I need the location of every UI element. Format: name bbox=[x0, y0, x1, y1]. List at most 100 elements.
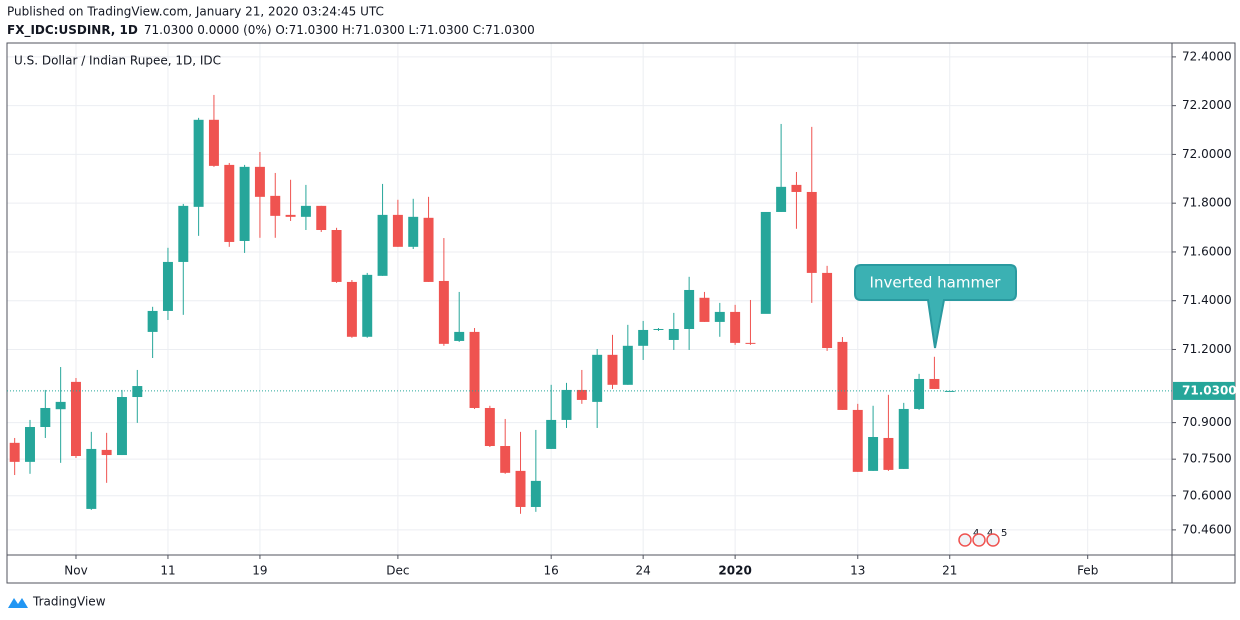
x-tick-label: 13 bbox=[850, 564, 865, 578]
candle-body bbox=[40, 407, 51, 427]
callout-text: Inverted hammer bbox=[870, 274, 1002, 292]
last-price-tag bbox=[1173, 381, 1235, 400]
candle-body bbox=[25, 427, 35, 462]
x-tick-label: 16 bbox=[544, 564, 559, 578]
candle-body bbox=[55, 401, 66, 410]
candle-body bbox=[484, 407, 495, 447]
y-tick-label: 72.2000 bbox=[1182, 98, 1232, 112]
x-tick-label: 19 bbox=[252, 564, 267, 578]
y-tick-label: 70.4600 bbox=[1182, 522, 1232, 536]
candle-body bbox=[454, 331, 465, 341]
candle-body bbox=[116, 397, 127, 456]
y-tick-label: 71.8000 bbox=[1182, 196, 1232, 210]
candle-body bbox=[208, 119, 219, 166]
candle-body bbox=[408, 216, 419, 247]
y-tick-label: 72.0000 bbox=[1182, 147, 1232, 161]
candle-body bbox=[776, 186, 787, 212]
chart-title: U.S. Dollar / Indian Rupee, 1D, IDC bbox=[14, 54, 221, 68]
candle-body bbox=[70, 381, 81, 457]
candle-body bbox=[530, 480, 541, 507]
y-tick-label: 70.9000 bbox=[1182, 415, 1232, 429]
candle-body bbox=[929, 378, 940, 389]
x-tick-label: 24 bbox=[636, 564, 651, 578]
y-tick-label: 70.7500 bbox=[1182, 452, 1232, 466]
candle-body bbox=[147, 310, 158, 332]
y-tick-label: 71.4000 bbox=[1182, 293, 1232, 307]
candle-body bbox=[837, 341, 848, 410]
x-tick-label: 2020 bbox=[718, 564, 751, 578]
x-tick-label: 21 bbox=[942, 564, 957, 578]
candle-body bbox=[852, 409, 863, 472]
y-tick-label: 70.6000 bbox=[1182, 488, 1232, 502]
candle-body bbox=[668, 328, 679, 340]
candle-body bbox=[239, 166, 250, 241]
candles bbox=[9, 94, 955, 514]
candle-body bbox=[500, 446, 511, 473]
candle-body bbox=[546, 419, 557, 449]
footer-text: TradingView bbox=[32, 595, 106, 609]
y-tick-label: 71.2000 bbox=[1182, 342, 1232, 356]
candle-body bbox=[270, 195, 281, 216]
quote: 71.0300 0.0000 (0%) O:71.0300 H:71.0300 … bbox=[144, 23, 535, 37]
candle-body bbox=[346, 281, 357, 337]
candle-body bbox=[699, 297, 710, 322]
candle-body bbox=[607, 354, 618, 385]
y-tick-label: 72.4000 bbox=[1182, 49, 1232, 63]
event-marker bbox=[958, 533, 972, 547]
symbol: FX_IDC:USDINR, 1D bbox=[7, 23, 138, 38]
candle-body bbox=[193, 119, 204, 207]
candle-body bbox=[285, 214, 296, 217]
callout: Inverted hammer bbox=[854, 264, 1017, 349]
candle-body bbox=[714, 311, 725, 322]
x-tick-label: 11 bbox=[160, 564, 175, 578]
candle-body bbox=[392, 214, 403, 247]
candle-body bbox=[377, 214, 388, 276]
candle-body bbox=[331, 230, 342, 282]
candle-body bbox=[423, 217, 434, 282]
candle-body bbox=[132, 386, 143, 398]
callout-box bbox=[854, 264, 1017, 349]
event-marker bbox=[972, 533, 986, 547]
last-price-label: 71.0300 bbox=[1182, 383, 1237, 397]
candle-body bbox=[638, 329, 649, 346]
candle-body bbox=[254, 166, 265, 197]
event-count: 4 bbox=[987, 528, 993, 539]
candle-body bbox=[576, 389, 587, 400]
published-note: Published on TradingView.com, January 21… bbox=[7, 5, 384, 19]
y-tick-label: 71.6000 bbox=[1182, 244, 1232, 258]
logo-icon bbox=[8, 598, 28, 608]
candle-body bbox=[162, 261, 173, 311]
candle-body bbox=[822, 272, 833, 349]
candle-body bbox=[469, 331, 480, 408]
candle-body bbox=[622, 345, 633, 385]
x-tick-label: Feb bbox=[1077, 564, 1098, 578]
candle-body bbox=[745, 342, 756, 344]
candle-body bbox=[316, 205, 327, 231]
candle-body bbox=[561, 389, 572, 420]
candle-body bbox=[791, 184, 802, 192]
candle-body bbox=[760, 211, 771, 314]
x-tick-label: Dec bbox=[386, 564, 409, 578]
candle-body bbox=[592, 354, 603, 402]
event-count: 5 bbox=[1001, 528, 1007, 539]
frame bbox=[6, 42, 1236, 584]
candle-body bbox=[86, 448, 97, 509]
candle-body bbox=[178, 205, 189, 262]
candle-body bbox=[224, 164, 235, 242]
candle-body bbox=[684, 289, 695, 329]
event-marker bbox=[986, 533, 1000, 547]
candle-body bbox=[914, 378, 925, 409]
candle-body bbox=[868, 436, 879, 471]
candle-body bbox=[898, 408, 909, 469]
candle-body bbox=[300, 205, 311, 217]
candle-body bbox=[101, 449, 112, 456]
footer-logo: TradingView bbox=[8, 595, 106, 609]
symbol-line: FX_IDC:USDINR, 1D 71.0300 0.0000 (0%) O:7… bbox=[7, 23, 535, 38]
candle-body bbox=[362, 274, 373, 337]
event-count: 4 bbox=[973, 528, 979, 539]
candle-body bbox=[438, 280, 449, 344]
candle-body bbox=[806, 191, 817, 273]
x-tick-label: Nov bbox=[64, 564, 87, 578]
candle-body bbox=[883, 437, 894, 470]
